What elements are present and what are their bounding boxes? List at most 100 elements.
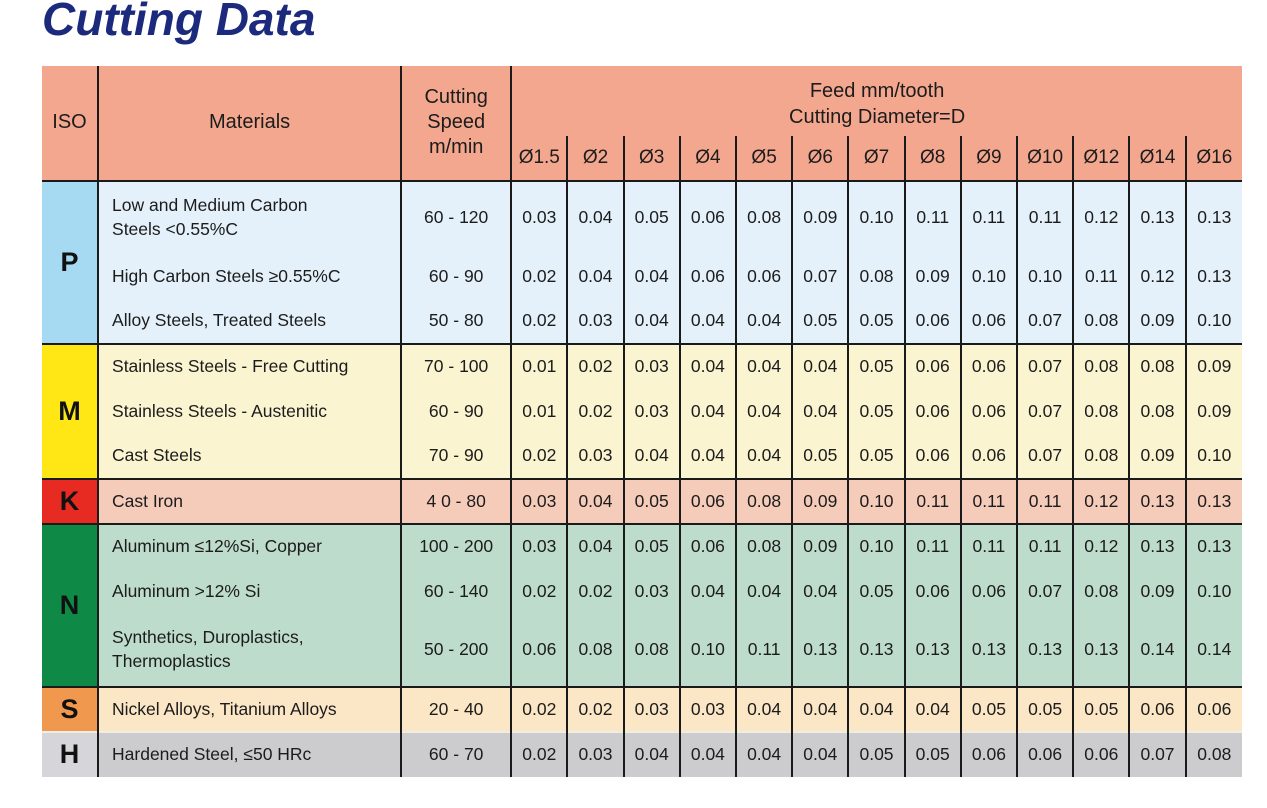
feed-value-d14: 0.13: [1128, 478, 1186, 524]
cutting-data-table: ISO Materials Cutting Speed m/min Feed m…: [42, 65, 1242, 777]
material-row: Aluminum >12% Si 60 - 140 0.02 0.02 0.03 0.04…: [42, 568, 1242, 614]
feed-value-d1.5: 0.02: [510, 686, 568, 732]
feed-value-d16: 0.08: [1184, 731, 1242, 777]
feed-value-d14: 0.07: [1128, 731, 1186, 777]
feed-value-d14: 0.09: [1128, 298, 1186, 344]
feed-value-d9: 0.11: [959, 478, 1018, 524]
feed-value-d4: 0.04: [678, 731, 736, 777]
iso-group-P: P Low and Medium Carbon Steels <0.55%C 60 …: [42, 180, 1242, 344]
feed-value-d2: 0.04: [566, 253, 624, 299]
iso-group-M: M Stainless Steels - Free Cutting 70 - 100…: [42, 343, 1242, 479]
header-diameter-1.5: Ø1.5: [510, 135, 568, 181]
feed-value-d4: 0.04: [678, 388, 736, 434]
feed-value-d12: 0.08: [1072, 568, 1130, 614]
feed-value-d7: 0.10: [847, 478, 905, 524]
feed-value-d2: 0.02: [566, 568, 624, 614]
cutting-speed-value: 60 - 70: [400, 731, 512, 777]
feed-value-d4: 0.04: [678, 343, 736, 389]
feed-value-d5: 0.08: [734, 180, 793, 254]
feed-value-d9: 0.13: [959, 613, 1018, 687]
feed-value-d2: 0.04: [566, 478, 624, 524]
feed-value-d4: 0.04: [678, 298, 736, 344]
material-row: Stainless Steels - Austenitic 60 - 90 0.01…: [42, 388, 1242, 434]
feed-value-d6: 0.04: [791, 343, 849, 389]
feed-value-d3: 0.05: [622, 478, 680, 524]
header-feed-title: Feed mm/tooth Cutting Diameter=D: [510, 65, 1242, 136]
feed-value-d2: 0.03: [566, 731, 624, 777]
feed-value-d7: 0.05: [847, 433, 905, 479]
feed-value-d3: 0.03: [622, 343, 680, 389]
material-row: M Stainless Steels - Free Cutting 70 - 100…: [42, 343, 1242, 479]
feed-value-d2: 0.04: [566, 180, 624, 254]
feed-value-d3: 0.04: [622, 433, 680, 479]
feed-value-d2: 0.03: [566, 298, 624, 344]
feed-value-d8: 0.06: [903, 388, 961, 434]
header-diameter-4: Ø4: [678, 135, 736, 181]
feed-value-d1.5: 0.03: [510, 180, 568, 254]
feed-value-d4: 0.06: [678, 478, 736, 524]
page-title: Cutting Data: [42, 0, 316, 45]
feed-value-d14: 0.09: [1128, 433, 1186, 479]
feed-value-d8: 0.04: [903, 686, 961, 732]
header-cutting-speed: Cutting Speed m/min: [400, 65, 512, 181]
feed-value-d8: 0.06: [903, 298, 961, 344]
material-row: Alloy Steels, Treated Steels 50 - 80 0.02 0…: [42, 298, 1242, 344]
feed-value-d5: 0.04: [734, 731, 793, 777]
header-diameter-12: Ø12: [1072, 135, 1130, 181]
feed-value-d10: 0.11: [1016, 478, 1074, 524]
header-diameter-2: Ø2: [566, 135, 624, 181]
feed-value-d2: 0.03: [566, 433, 624, 479]
feed-value-d12: 0.08: [1072, 388, 1130, 434]
feed-value-d1.5: 0.03: [510, 523, 568, 569]
feed-value-d14: 0.14: [1128, 613, 1186, 687]
feed-value-d9: 0.06: [959, 343, 1018, 389]
feed-value-d9: 0.10: [959, 253, 1018, 299]
header-diameter-14: Ø14: [1128, 135, 1186, 181]
cutting-speed-value: 100 - 200: [400, 523, 512, 569]
iso-group-H: H Hardened Steel, ≤50 HRc 60 - 70 0.02 0.03 0…: [42, 731, 1242, 777]
feed-value-d10: 0.05: [1016, 686, 1074, 732]
cutting-speed-value: 50 - 200: [400, 613, 512, 687]
feed-value-d14: 0.09: [1128, 568, 1186, 614]
feed-value-d5: 0.04: [734, 433, 793, 479]
iso-class-P: P: [42, 180, 99, 344]
feed-value-d4: 0.06: [678, 523, 736, 569]
material-name: High Carbon Steels ≥0.55%C: [97, 253, 402, 299]
feed-value-d3: 0.04: [622, 298, 680, 344]
cutting-speed-value: 60 - 90: [400, 253, 512, 299]
feed-value-d16: 0.13: [1184, 523, 1242, 569]
feed-value-d1.5: 0.02: [510, 298, 568, 344]
feed-value-d7: 0.05: [847, 731, 905, 777]
feed-value-d9: 0.06: [959, 731, 1018, 777]
feed-value-d1.5: 0.02: [510, 253, 568, 299]
feed-value-d3: 0.08: [622, 613, 680, 687]
feed-value-d3: 0.03: [622, 686, 680, 732]
feed-value-d14: 0.08: [1128, 388, 1186, 434]
feed-value-d16: 0.10: [1184, 568, 1242, 614]
feed-value-d8: 0.11: [903, 523, 961, 569]
feed-value-d2: 0.02: [566, 343, 624, 389]
feed-value-d5: 0.04: [734, 298, 793, 344]
feed-value-d16: 0.09: [1184, 343, 1242, 389]
iso-class-M: M: [42, 343, 99, 479]
feed-value-d6: 0.13: [791, 613, 849, 687]
material-name: Aluminum ≤12%Si, Copper: [97, 523, 402, 569]
feed-value-d7: 0.04: [847, 686, 905, 732]
feed-value-d1.5: 0.01: [510, 343, 568, 389]
feed-value-d7: 0.05: [847, 388, 905, 434]
feed-value-d3: 0.05: [622, 180, 680, 254]
feed-value-d8: 0.11: [903, 478, 961, 524]
header-iso: ISO: [42, 65, 99, 181]
header-diameter-16: Ø16: [1184, 135, 1242, 181]
feed-value-d16: 0.13: [1184, 253, 1242, 299]
header-diameter-10: Ø10: [1016, 135, 1074, 181]
feed-value-d2: 0.08: [566, 613, 624, 687]
feed-value-d4: 0.10: [678, 613, 736, 687]
header-row-main: ISO Materials Cutting Speed m/min Feed m…: [42, 65, 1242, 181]
iso-class-H: H: [42, 731, 99, 777]
material-name: Alloy Steels, Treated Steels: [97, 298, 402, 344]
feed-value-d2: 0.02: [566, 686, 624, 732]
feed-value-d10: 0.07: [1016, 343, 1074, 389]
feed-value-d12: 0.11: [1072, 253, 1130, 299]
